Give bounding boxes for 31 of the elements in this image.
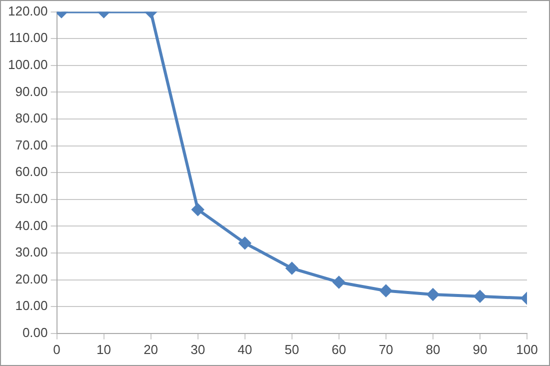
y-tick-label: 50.00 (15, 190, 48, 206)
x-tick-label: 20 (144, 342, 158, 357)
y-tick-label: 120.00 (8, 3, 48, 18)
point (286, 262, 298, 274)
x-tick-label: 60 (332, 342, 346, 357)
x-tick-label: 70 (378, 342, 394, 357)
point (426, 288, 439, 301)
x-tick-label: 100 (516, 342, 538, 357)
y-tick-label: 80.00 (15, 110, 48, 126)
y-tick-label: 30.00 (15, 244, 48, 260)
y-tick-label: 0.00 (22, 324, 48, 340)
point (192, 204, 204, 216)
x-tick-label: 0 (53, 342, 60, 357)
x-tick-label: 90 (472, 342, 488, 357)
y-tick-label: 20.00 (15, 271, 48, 286)
point (380, 284, 392, 297)
point (332, 276, 345, 288)
y-tick-label: 70.00 (15, 137, 48, 152)
x-tick-label: 50 (284, 342, 300, 357)
x-tick-label: 10 (96, 342, 112, 357)
point (238, 237, 251, 250)
x-tick-label: 40 (238, 342, 252, 357)
y-tick-label: 10.00 (15, 298, 48, 314)
x-tick-label: 80 (426, 342, 440, 357)
x-tick-label: 30 (190, 342, 206, 357)
y-tick-label: 60.00 (15, 164, 48, 180)
point (474, 290, 486, 302)
y-tick-label: 110.00 (8, 30, 48, 46)
y-tick-label: 100.00 (8, 56, 48, 72)
y-tick-label: 90.00 (15, 84, 48, 99)
y-tick-label: 40.00 (15, 218, 48, 233)
